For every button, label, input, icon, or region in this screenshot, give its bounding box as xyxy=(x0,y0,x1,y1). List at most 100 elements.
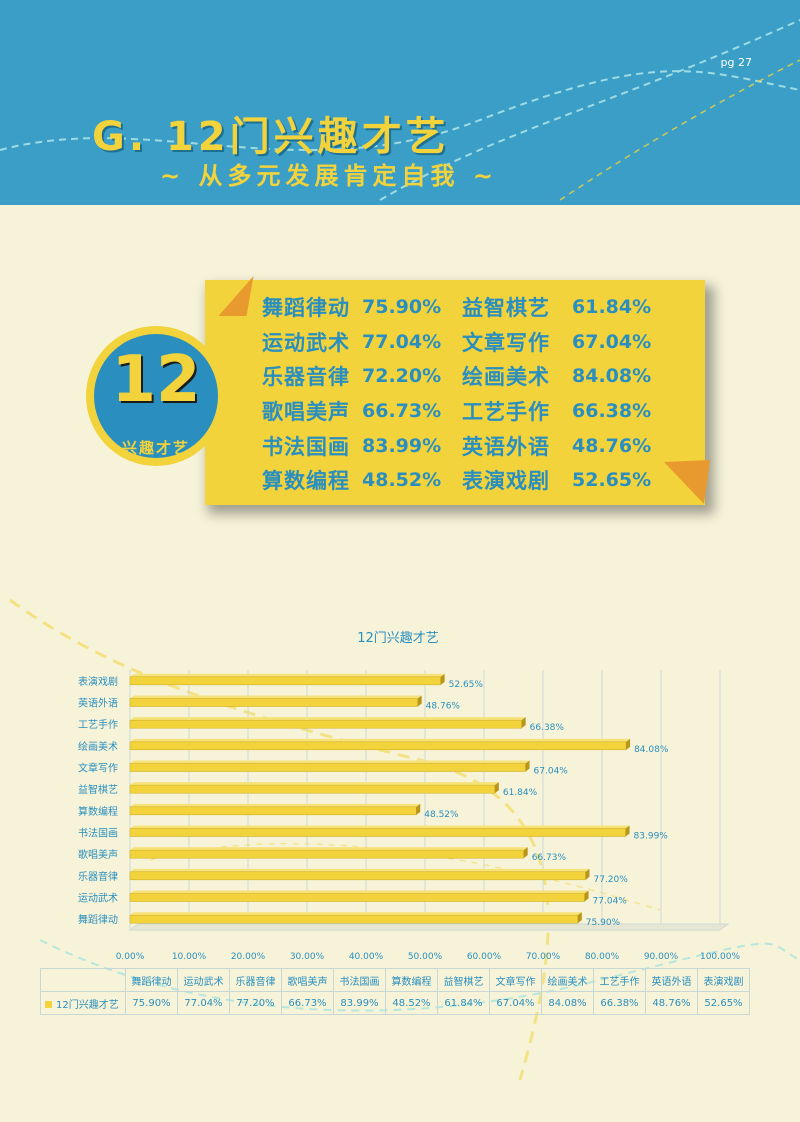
bar-side-face xyxy=(417,695,422,707)
data-table-value: 83.99% xyxy=(333,991,386,1015)
bar-side-face xyxy=(525,760,530,772)
data-table-value: 75.90% xyxy=(125,991,178,1015)
bar xyxy=(129,763,526,772)
y-category-label: 英语外语 xyxy=(78,697,118,710)
bar xyxy=(129,871,586,881)
y-category-label: 书法国画 xyxy=(78,827,118,840)
bar-value-label: 77.04% xyxy=(593,897,628,907)
x-tick-label: 60.00% xyxy=(467,952,502,962)
bar-top-face xyxy=(130,825,630,829)
data-table-category: 绘画美术 xyxy=(541,968,594,992)
bar-side-face xyxy=(625,825,630,837)
chart-title: 12门兴趣才艺 xyxy=(357,631,439,646)
bar-side-face xyxy=(585,868,590,880)
data-table-category: 工艺手作 xyxy=(593,968,646,992)
summary-name: 算数编程 xyxy=(262,469,350,494)
bar-value-label: 84.08% xyxy=(634,745,669,755)
summary-pct: 67.04% xyxy=(572,330,652,353)
bar-side-face xyxy=(494,782,499,794)
bar-value-label: 66.38% xyxy=(530,723,565,733)
data-table-value: 77.20% xyxy=(229,991,282,1015)
data-table-value: 67.04% xyxy=(489,991,542,1015)
x-tick-label: 80.00% xyxy=(585,952,620,962)
y-category-label: 乐器音律 xyxy=(78,870,118,883)
bar xyxy=(129,698,418,707)
bar-value-label: 67.04% xyxy=(534,767,569,777)
y-category-label: 舞蹈律动 xyxy=(78,913,118,926)
page-number: pg 27 xyxy=(720,56,752,69)
x-tick-label: 70.00% xyxy=(526,952,561,962)
y-category-label: 表演戏剧 xyxy=(78,675,118,688)
header-banner xyxy=(0,0,800,205)
y-category-label: 文章写作 xyxy=(78,762,118,775)
summary-name: 工艺手作 xyxy=(462,400,550,425)
bar-top-face xyxy=(130,695,422,699)
x-tick-label: 50.00% xyxy=(408,952,443,962)
summary-name: 歌唱美声 xyxy=(262,400,350,425)
badge-number: 12 xyxy=(111,343,201,417)
data-table-value: 48.76% xyxy=(645,991,698,1015)
header-wave-decoration xyxy=(0,19,800,201)
data-table-value: 66.73% xyxy=(281,991,334,1015)
y-category-label: 算数编程 xyxy=(78,805,118,818)
bar-side-face xyxy=(626,738,631,750)
summary-pct: 83.99% xyxy=(362,434,442,457)
bar-value-label: 52.65% xyxy=(449,680,484,690)
bar xyxy=(129,893,585,902)
summary-pct: 66.38% xyxy=(572,400,652,423)
data-table-category: 英语外语 xyxy=(645,968,698,992)
data-table-value: 77.04% xyxy=(177,991,230,1015)
data-table-category: 表演戏剧 xyxy=(697,968,750,992)
summary-name: 舞蹈律动 xyxy=(262,296,350,321)
bar-value-label: 66.73% xyxy=(532,853,567,863)
bar-top-face xyxy=(130,803,421,807)
summary-name: 书法国画 xyxy=(262,434,350,459)
page-title: G. 12门兴趣才艺 xyxy=(92,114,450,160)
bar-value-label: 61.84% xyxy=(503,788,538,798)
data-table-corner xyxy=(40,968,126,992)
bar-top-face xyxy=(130,847,528,851)
bar-top-face xyxy=(130,782,499,786)
bar-top-face xyxy=(130,760,530,764)
legend-series-name: 12门兴趣才艺 xyxy=(56,999,119,1011)
data-table-category: 歌唱美声 xyxy=(281,968,334,992)
chart-data-table: 舞蹈律动 运动武术 乐器音律 歌唱美声 书法国画 算数编程 益智棋艺 文章写作 绘画美术 工艺手作… xyxy=(40,968,750,1015)
bar-top-face xyxy=(130,673,445,677)
x-tick-label: 10.00% xyxy=(172,952,207,962)
card-fold-bottom-right xyxy=(664,460,710,504)
bar-chart: 12门兴趣才艺 0.00% 10.00% 20.00% 30.00% 40.00% 50.… xyxy=(78,631,740,962)
data-table-category: 文章写作 xyxy=(489,968,542,992)
summary-pct: 48.52% xyxy=(362,469,442,492)
summary-name: 表演戏剧 xyxy=(462,469,550,494)
summary-pct: 52.65% xyxy=(572,469,652,492)
data-table-category: 乐器音律 xyxy=(229,968,282,992)
data-table-category: 舞蹈律动 xyxy=(125,968,178,992)
bar-top-face xyxy=(130,868,590,872)
x-tick-label: 90.00% xyxy=(644,952,679,962)
bar-top-face xyxy=(130,738,631,742)
data-table-series-label: 12门兴趣才艺 xyxy=(40,991,126,1015)
bar-side-face xyxy=(416,803,421,815)
data-table-category: 书法国画 xyxy=(333,968,386,992)
summary-pct: 72.20% xyxy=(362,365,442,388)
data-table-value-row: 12门兴趣才艺 75.90% 77.04% 77.20% 66.73% 83.99% 48… xyxy=(40,991,750,1015)
data-table-value: 48.52% xyxy=(385,991,438,1015)
bar xyxy=(129,806,417,816)
bar-side-face xyxy=(440,673,445,685)
summary-name: 英语外语 xyxy=(462,434,550,459)
bar-value-label: 75.90% xyxy=(586,918,621,928)
data-table-category: 运动武术 xyxy=(177,968,230,992)
summary-name: 绘画美术 xyxy=(462,365,550,390)
y-category-label: 益智棋艺 xyxy=(78,783,118,796)
bar-value-label: 83.99% xyxy=(634,832,669,842)
data-table-value: 61.84% xyxy=(437,991,490,1015)
bar xyxy=(129,741,627,751)
bar-value-label: 48.76% xyxy=(426,702,461,712)
bar-value-label: 77.20% xyxy=(593,875,628,885)
data-table-value: 52.65% xyxy=(697,991,750,1015)
bar-top-face xyxy=(130,890,589,894)
y-category-label: 运动武术 xyxy=(78,892,118,905)
y-category-label: 工艺手作 xyxy=(78,718,118,731)
data-table-header-row: 舞蹈律动 运动武术 乐器音律 歌唱美声 书法国画 算数编程 益智棋艺 文章写作 绘画美术 工艺手作… xyxy=(40,968,750,992)
bar xyxy=(129,914,579,924)
